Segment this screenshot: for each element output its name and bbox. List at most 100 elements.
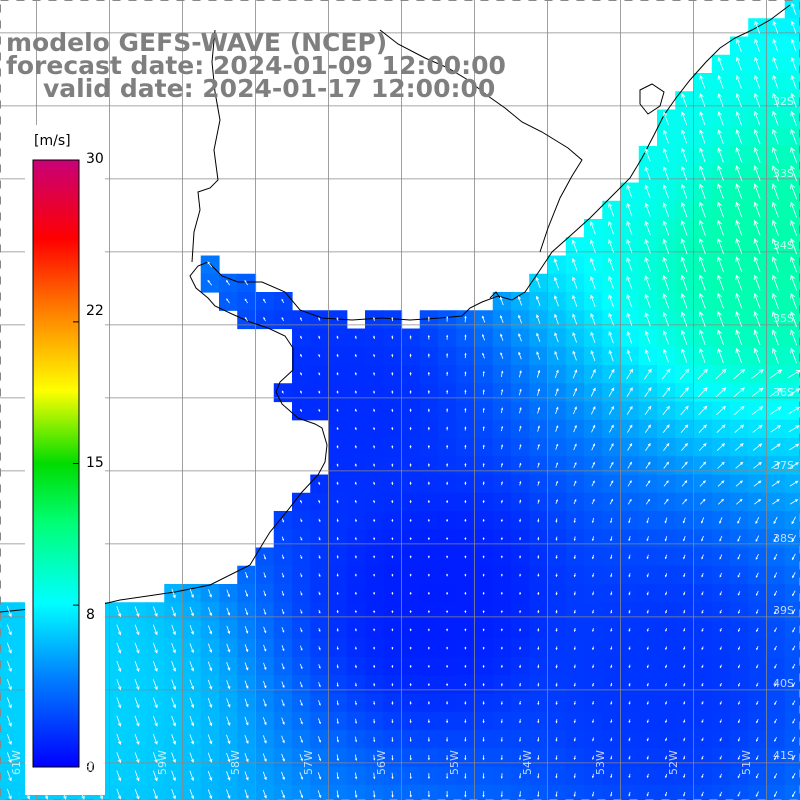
wind-arrow [336, 700, 339, 706]
wind-arrow [646, 536, 649, 542]
wind-arrow [244, 734, 249, 745]
field-cell [748, 693, 768, 713]
wind-arrow [501, 388, 504, 395]
wind-arrow [790, 219, 797, 236]
wind-arrow [373, 700, 376, 706]
wind-arrow [591, 443, 595, 451]
wind-arrow [680, 292, 688, 309]
wind-arrow [699, 147, 706, 163]
wind-arrow [373, 316, 376, 321]
wind-arrow [300, 317, 303, 322]
wind-arrow [644, 368, 652, 380]
wind-arrow [300, 372, 303, 376]
wind-arrow [774, 718, 777, 724]
wind-arrow [681, 93, 688, 107]
wind-arrow [610, 664, 613, 669]
wind-arrow [717, 311, 724, 328]
wind-arrow [699, 129, 706, 144]
wind-arrow [680, 311, 688, 327]
wind-arrow [446, 573, 449, 577]
river-border [191, 29, 221, 263]
wind-arrow [134, 660, 140, 673]
wind-arrow [792, 682, 796, 688]
wind-arrow [446, 444, 449, 449]
wind-arrow [500, 610, 503, 614]
wind-arrow [464, 719, 467, 724]
wind-arrow [336, 646, 339, 651]
wind-arrow [665, 737, 667, 742]
wind-arrow [628, 791, 631, 797]
wind-arrow [519, 755, 522, 761]
wind-arrow [446, 519, 449, 522]
field-cell [730, 492, 749, 512]
field-cell [784, 365, 800, 384]
wind-arrow [519, 480, 522, 486]
wind-arrow [226, 643, 231, 653]
wind-arrow [774, 645, 777, 651]
field-cell [766, 456, 786, 476]
wind-arrow [610, 701, 613, 705]
field-cell [784, 18, 800, 38]
wind-arrow [281, 681, 285, 689]
wind-arrow [698, 405, 708, 416]
field-cell [657, 456, 676, 476]
field-cell [657, 438, 676, 457]
wind-arrow [626, 293, 633, 308]
wind-arrow [189, 624, 194, 635]
wind-arrow [646, 791, 649, 797]
wind-arrow [517, 295, 523, 306]
wind-arrow [189, 697, 195, 709]
wind-arrow [737, 535, 741, 542]
field-cell [784, 748, 800, 768]
wind-arrow [152, 697, 158, 709]
wind-arrow [318, 408, 321, 412]
wind-arrow [427, 353, 430, 358]
wind-arrow [756, 590, 759, 596]
wind-arrow [373, 592, 376, 595]
wind-arrow [171, 661, 176, 672]
lat-label-33s: 33S [773, 167, 794, 180]
wind-arrow [499, 296, 504, 306]
wind-arrow [537, 536, 540, 541]
wind-arrow [336, 610, 339, 614]
wind-arrow [409, 371, 412, 376]
wind-arrow [592, 628, 595, 632]
wind-arrow [409, 610, 412, 614]
wind-arrow [644, 256, 651, 272]
wind-arrow [774, 609, 777, 615]
wind-arrow [171, 770, 176, 782]
wind-arrow [263, 644, 267, 652]
wind-arrow [717, 147, 724, 163]
wind-arrow [717, 347, 724, 364]
wind-arrow [373, 754, 376, 761]
wind-arrow [336, 353, 339, 358]
wind-arrow [717, 201, 724, 218]
wind-arrow [679, 368, 690, 380]
wind-arrow [500, 518, 503, 523]
wind-arrow [738, 700, 741, 705]
wind-arrow [646, 701, 649, 705]
wind-arrow [373, 790, 376, 798]
wind-arrow [446, 683, 449, 687]
field-cell [237, 784, 257, 800]
wind-arrow [554, 313, 559, 325]
field-cell [255, 784, 275, 800]
wind-arrow [281, 771, 285, 781]
wind-arrow [737, 591, 741, 596]
wind-arrow [681, 461, 688, 469]
wind-arrow [698, 219, 706, 236]
field-cell [675, 456, 695, 476]
wind-arrow [244, 698, 249, 708]
wind-arrow [555, 719, 558, 724]
wind-arrow [244, 279, 249, 286]
field-cell [547, 492, 567, 512]
wind-arrow [464, 481, 467, 486]
wind-arrow [6, 715, 12, 727]
wind-arrow [354, 646, 357, 650]
wind-arrow [735, 129, 743, 145]
wind-arrow [589, 220, 596, 235]
wind-arrow [300, 353, 303, 358]
lagoon-outline [639, 83, 665, 115]
field-cell [711, 492, 731, 512]
wind-arrow [500, 333, 504, 341]
